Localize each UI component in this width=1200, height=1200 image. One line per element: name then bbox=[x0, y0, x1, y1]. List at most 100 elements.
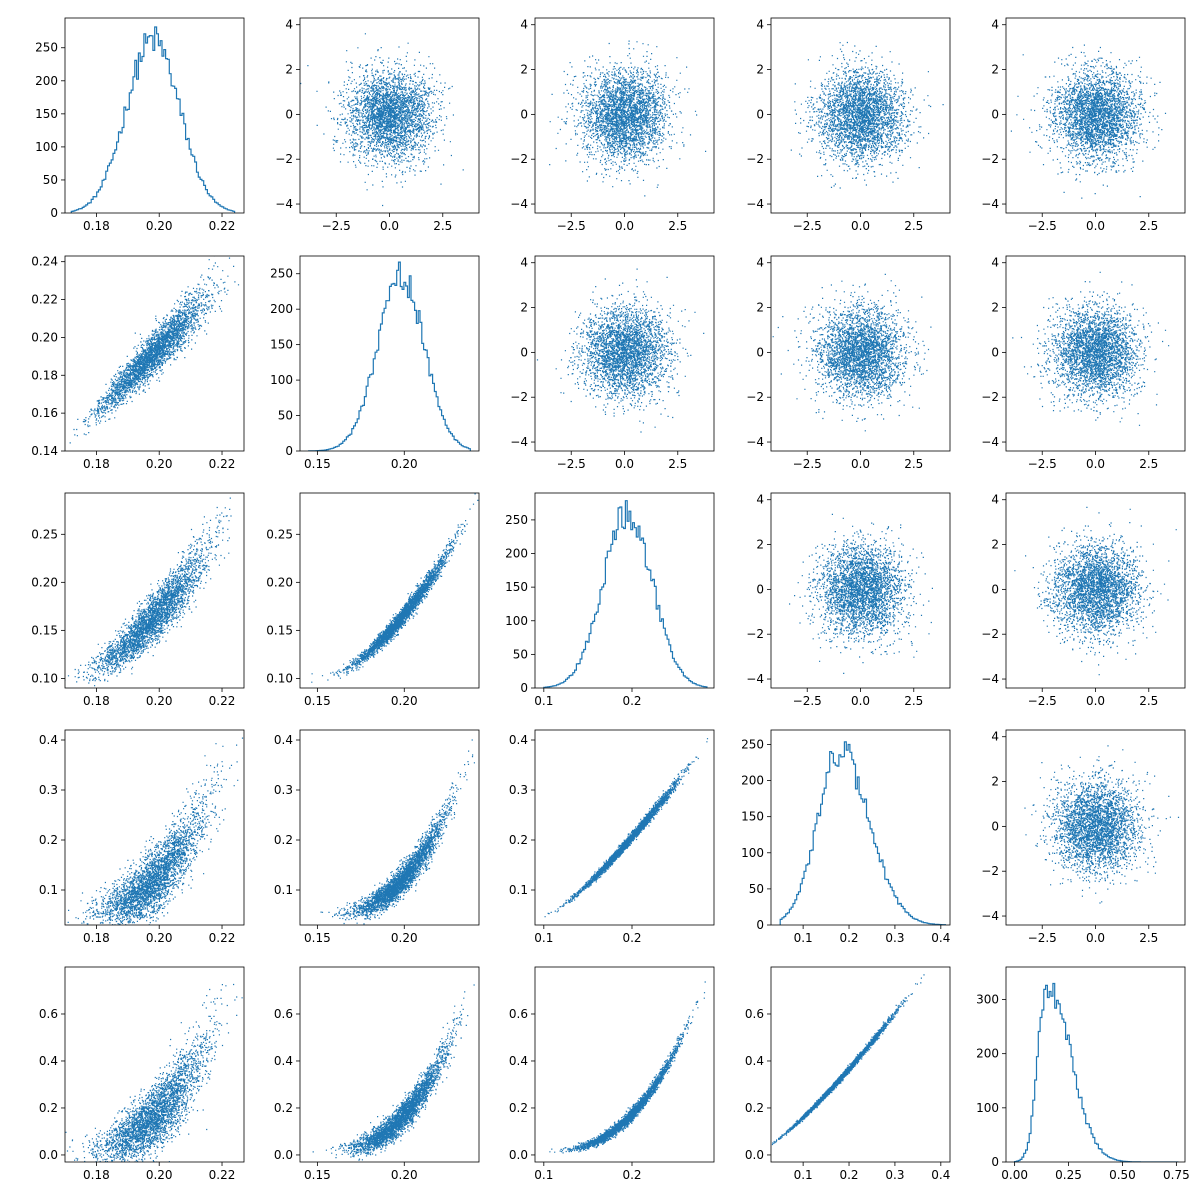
y-tick-label: 0 bbox=[991, 345, 999, 359]
y-tick-label: 4 bbox=[520, 256, 528, 270]
y-tick-label: 150 bbox=[270, 338, 293, 352]
x-tick-label: 0.1 bbox=[534, 931, 553, 945]
y-tick-label: 0 bbox=[520, 345, 528, 359]
axes-frame bbox=[534, 966, 715, 1163]
subplot-r4-c2: 0.1 0.2 0.0 0.2 0.4 0.6 bbox=[509, 966, 715, 1182]
axes-frame bbox=[1005, 255, 1186, 452]
plot-area bbox=[65, 497, 232, 687]
plot-area bbox=[308, 261, 471, 451]
y-tick-label: −4 bbox=[510, 435, 528, 449]
y-tick-label: 200 bbox=[505, 547, 528, 561]
y-tick-label: 0.25 bbox=[266, 527, 293, 541]
y-tick-label: 4 bbox=[991, 18, 999, 32]
y-tick-label: 4 bbox=[991, 493, 999, 507]
x-tick-label: 0.00 bbox=[1001, 1168, 1028, 1182]
x-tick-label: −2.5 bbox=[557, 457, 586, 471]
plot-area bbox=[779, 741, 946, 925]
subplot-r0-c3: −2.5 0.0 2.5 −4 −2 0 2 4 bbox=[746, 17, 951, 233]
histogram-line bbox=[779, 741, 946, 925]
y-tick-label: 0.0 bbox=[39, 1148, 58, 1162]
y-tick-label: 0 bbox=[991, 1155, 999, 1169]
subplot-r2-c0: 0.18 0.20 0.22 0.10 0.15 0.20 0.25 bbox=[31, 492, 245, 708]
x-tick-label: 0.0 bbox=[1086, 457, 1105, 471]
x-tick-label: 0.15 bbox=[304, 694, 331, 708]
axes-frame bbox=[770, 17, 951, 214]
y-tick-label: 0 bbox=[991, 107, 999, 121]
histogram-line bbox=[543, 500, 708, 688]
y-tick-label: 0.2 bbox=[274, 833, 293, 847]
plot-area bbox=[549, 40, 707, 197]
x-tick-label: 0.22 bbox=[209, 694, 236, 708]
y-tick-label: 300 bbox=[976, 993, 999, 1007]
y-tick-label: 0.4 bbox=[509, 1054, 528, 1068]
y-tick-label: 0.6 bbox=[39, 1007, 58, 1021]
axes-frame bbox=[64, 492, 245, 689]
y-tick-label: −4 bbox=[981, 672, 999, 686]
x-tick-label: 0.75 bbox=[1163, 1168, 1190, 1182]
scatter-points bbox=[1014, 506, 1177, 676]
y-tick-label: −2 bbox=[981, 390, 999, 404]
y-tick-label: 0 bbox=[50, 206, 58, 220]
y-tick-label: 2 bbox=[756, 538, 764, 552]
subplot-r3-c1: 0.15 0.20 0.1 0.2 0.3 0.4 bbox=[274, 729, 480, 945]
plot-area bbox=[771, 974, 925, 1146]
axes-frame bbox=[299, 255, 480, 452]
y-tick-label: 0.25 bbox=[31, 527, 58, 541]
y-tick-label: 0.2 bbox=[274, 1101, 293, 1115]
y-tick-label: −4 bbox=[981, 197, 999, 211]
x-tick-label: 2.5 bbox=[904, 219, 923, 233]
y-tick-label: −2 bbox=[746, 152, 764, 166]
x-tick-label: 0.3 bbox=[885, 1168, 904, 1182]
x-tick-label: 0.0 bbox=[851, 694, 870, 708]
scatter-points bbox=[790, 41, 944, 189]
x-tick-label: 2.5 bbox=[1139, 694, 1158, 708]
x-tick-label: 0.2 bbox=[839, 1168, 858, 1182]
y-tick-label: 4 bbox=[756, 256, 764, 270]
y-tick-label: 0.4 bbox=[745, 1054, 764, 1068]
subplot-r2-c2: 0.1 0.2 0 50 100 150 200 250 bbox=[505, 492, 715, 708]
x-tick-label: 0.25 bbox=[1055, 1168, 1082, 1182]
x-tick-label: 0.1 bbox=[794, 931, 813, 945]
x-tick-label: 0.18 bbox=[83, 694, 110, 708]
scatter-points bbox=[1024, 745, 1180, 904]
y-tick-label: 50 bbox=[749, 882, 764, 896]
y-tick-label: 0.20 bbox=[31, 330, 58, 344]
y-tick-label: −2 bbox=[981, 152, 999, 166]
x-tick-label: 0.1 bbox=[534, 1168, 553, 1182]
scatter-points bbox=[1010, 44, 1167, 199]
axes-frame bbox=[770, 966, 951, 1163]
plot-area bbox=[65, 983, 243, 1162]
subplot-r4-c4: 0.00 0.25 0.50 0.75 0 100 200 300 bbox=[976, 966, 1190, 1182]
axes-frame bbox=[770, 255, 951, 452]
subplot-r1-c2: −2.5 0.0 2.5 −4 −2 0 2 4 bbox=[510, 255, 715, 471]
y-tick-label: −2 bbox=[981, 627, 999, 641]
x-tick-label: 0.18 bbox=[83, 1168, 110, 1182]
y-tick-label: 0.2 bbox=[39, 833, 58, 847]
y-tick-label: −4 bbox=[746, 672, 764, 686]
y-tick-label: 0 bbox=[756, 918, 764, 932]
y-tick-label: 100 bbox=[270, 373, 293, 387]
y-tick-label: −4 bbox=[275, 197, 293, 211]
subplot-r4-c1: 0.15 0.20 0.0 0.2 0.4 0.6 bbox=[274, 966, 480, 1182]
x-tick-label: −2.5 bbox=[557, 219, 586, 233]
y-tick-label: 100 bbox=[35, 140, 58, 154]
y-tick-label: 0.4 bbox=[274, 1054, 293, 1068]
plot-area bbox=[320, 739, 475, 925]
x-tick-label: 0.0 bbox=[1086, 219, 1105, 233]
x-tick-label: 0.20 bbox=[146, 219, 173, 233]
y-tick-label: 200 bbox=[35, 74, 58, 88]
y-tick-label: 4 bbox=[991, 256, 999, 270]
x-tick-label: 0.1 bbox=[794, 1168, 813, 1182]
y-tick-label: −2 bbox=[981, 864, 999, 878]
y-tick-label: 0.3 bbox=[509, 783, 528, 797]
x-tick-label: 0.2 bbox=[622, 694, 641, 708]
x-tick-label: 2.5 bbox=[904, 457, 923, 471]
x-tick-label: 0.4 bbox=[931, 931, 950, 945]
y-tick-label: 0.4 bbox=[509, 733, 528, 747]
y-tick-label: 250 bbox=[505, 513, 528, 527]
y-tick-label: 0.6 bbox=[745, 1007, 764, 1021]
subplot-r1-c1: 0.15 0.20 0 50 100 150 200 250 bbox=[270, 255, 480, 471]
plot-area bbox=[70, 26, 236, 213]
y-tick-label: 0 bbox=[756, 345, 764, 359]
